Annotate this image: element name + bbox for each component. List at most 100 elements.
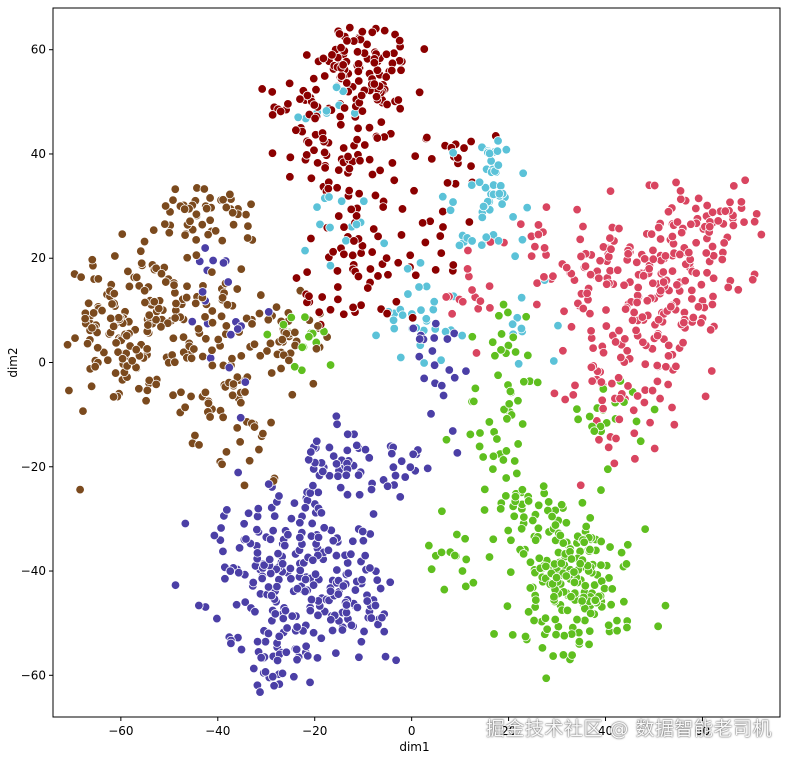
scatter-point <box>354 188 364 199</box>
scatter-point <box>291 644 302 655</box>
scatter-point <box>509 511 519 521</box>
scatter-point <box>357 27 368 37</box>
scatter-point <box>381 253 392 263</box>
scatter-point <box>254 308 265 319</box>
scatter-point <box>550 614 560 625</box>
x-tick-label: −40 <box>205 724 230 738</box>
scatter-point <box>425 216 435 226</box>
scatter-point <box>492 146 503 156</box>
scatter-point <box>650 180 660 191</box>
scatter-point <box>240 377 251 387</box>
scatter-point <box>572 614 582 625</box>
y-tick-label: −40 <box>21 564 46 578</box>
scatter-point <box>616 547 627 558</box>
scatter-point <box>622 622 632 633</box>
scatter-point <box>601 305 611 315</box>
scatter-point <box>88 308 99 318</box>
scatter-point <box>614 325 624 336</box>
scatter-point <box>414 351 424 362</box>
scatter-point <box>356 300 366 310</box>
scatter-point <box>309 73 319 84</box>
scatter-point <box>266 417 276 428</box>
scatter-point <box>648 245 658 256</box>
scatter-point <box>422 132 432 143</box>
scatter-point <box>663 351 674 361</box>
scatter-point <box>756 229 767 240</box>
scatter-point <box>603 620 614 630</box>
scatter-point <box>561 571 571 581</box>
scatter-point <box>93 274 104 284</box>
scatter-point <box>336 196 347 206</box>
scatter-point <box>217 293 228 303</box>
scatter-point <box>678 337 688 348</box>
scatter-point <box>436 248 446 258</box>
scatter-point <box>623 540 633 550</box>
scatter-point <box>200 387 211 398</box>
scatter-point <box>341 470 351 480</box>
scatter-point <box>236 644 247 655</box>
scatter-point <box>606 244 616 254</box>
points-layer <box>62 22 767 697</box>
scatter-point <box>207 306 217 316</box>
scatter-point <box>310 569 321 579</box>
scatter-point <box>508 212 518 222</box>
scatter-point <box>200 243 210 253</box>
scatter-point <box>207 345 217 355</box>
scatter-point <box>713 216 723 226</box>
scatter-point <box>409 186 419 196</box>
scatter-point <box>375 165 385 176</box>
scatter-point <box>466 136 476 147</box>
scatter-point <box>339 222 349 232</box>
scatter-point <box>693 302 704 312</box>
scatter-point <box>319 523 329 533</box>
scatter-point <box>510 347 521 357</box>
scatter-point <box>290 362 300 372</box>
scatter-point <box>270 609 280 619</box>
scatter-point <box>638 337 648 347</box>
scatter-point <box>420 237 431 248</box>
scatter-point <box>461 554 471 565</box>
scatter-point <box>335 111 345 122</box>
scatter-point <box>360 550 370 561</box>
scatter-point <box>523 350 533 361</box>
scatter-point <box>518 549 529 559</box>
scatter-point <box>156 322 166 332</box>
scatter-point <box>270 511 280 521</box>
y-ticks: −60 −40 −20 0 20 40 60 <box>21 43 53 682</box>
scatter-point <box>325 305 336 315</box>
scatter-point <box>247 319 257 329</box>
scatter-point <box>517 419 528 429</box>
scatter-point <box>310 113 320 124</box>
scatter-point <box>108 392 119 402</box>
scatter-point <box>278 319 289 330</box>
scatter-point <box>292 622 302 632</box>
scatter-point <box>141 396 151 406</box>
scatter-point <box>339 103 350 113</box>
scatter-point <box>613 373 624 383</box>
scatter-point <box>291 125 301 135</box>
scatter-point <box>283 99 293 109</box>
scatter-point <box>286 312 296 323</box>
scatter-point <box>719 238 729 248</box>
scatter-point <box>631 325 641 336</box>
scatter-point <box>346 204 356 215</box>
scatter-point <box>505 386 516 397</box>
scatter-point <box>369 79 380 89</box>
scatter-point <box>512 313 522 323</box>
scatter-point <box>170 357 180 367</box>
scatter-point <box>488 464 498 474</box>
scatter-point <box>541 673 551 683</box>
scatter-point <box>452 529 462 540</box>
scatter-point <box>208 255 218 266</box>
scatter-point <box>169 280 179 290</box>
scatter-point <box>467 332 478 342</box>
scatter-point <box>723 282 733 293</box>
scatter-point <box>207 360 218 371</box>
scatter-point <box>233 467 243 478</box>
scatter-point <box>489 629 499 639</box>
scatter-point <box>493 136 503 146</box>
scatter-point <box>274 491 284 501</box>
scatter-point <box>470 383 481 394</box>
scatter-point <box>488 337 498 347</box>
scatter-point <box>441 435 452 445</box>
